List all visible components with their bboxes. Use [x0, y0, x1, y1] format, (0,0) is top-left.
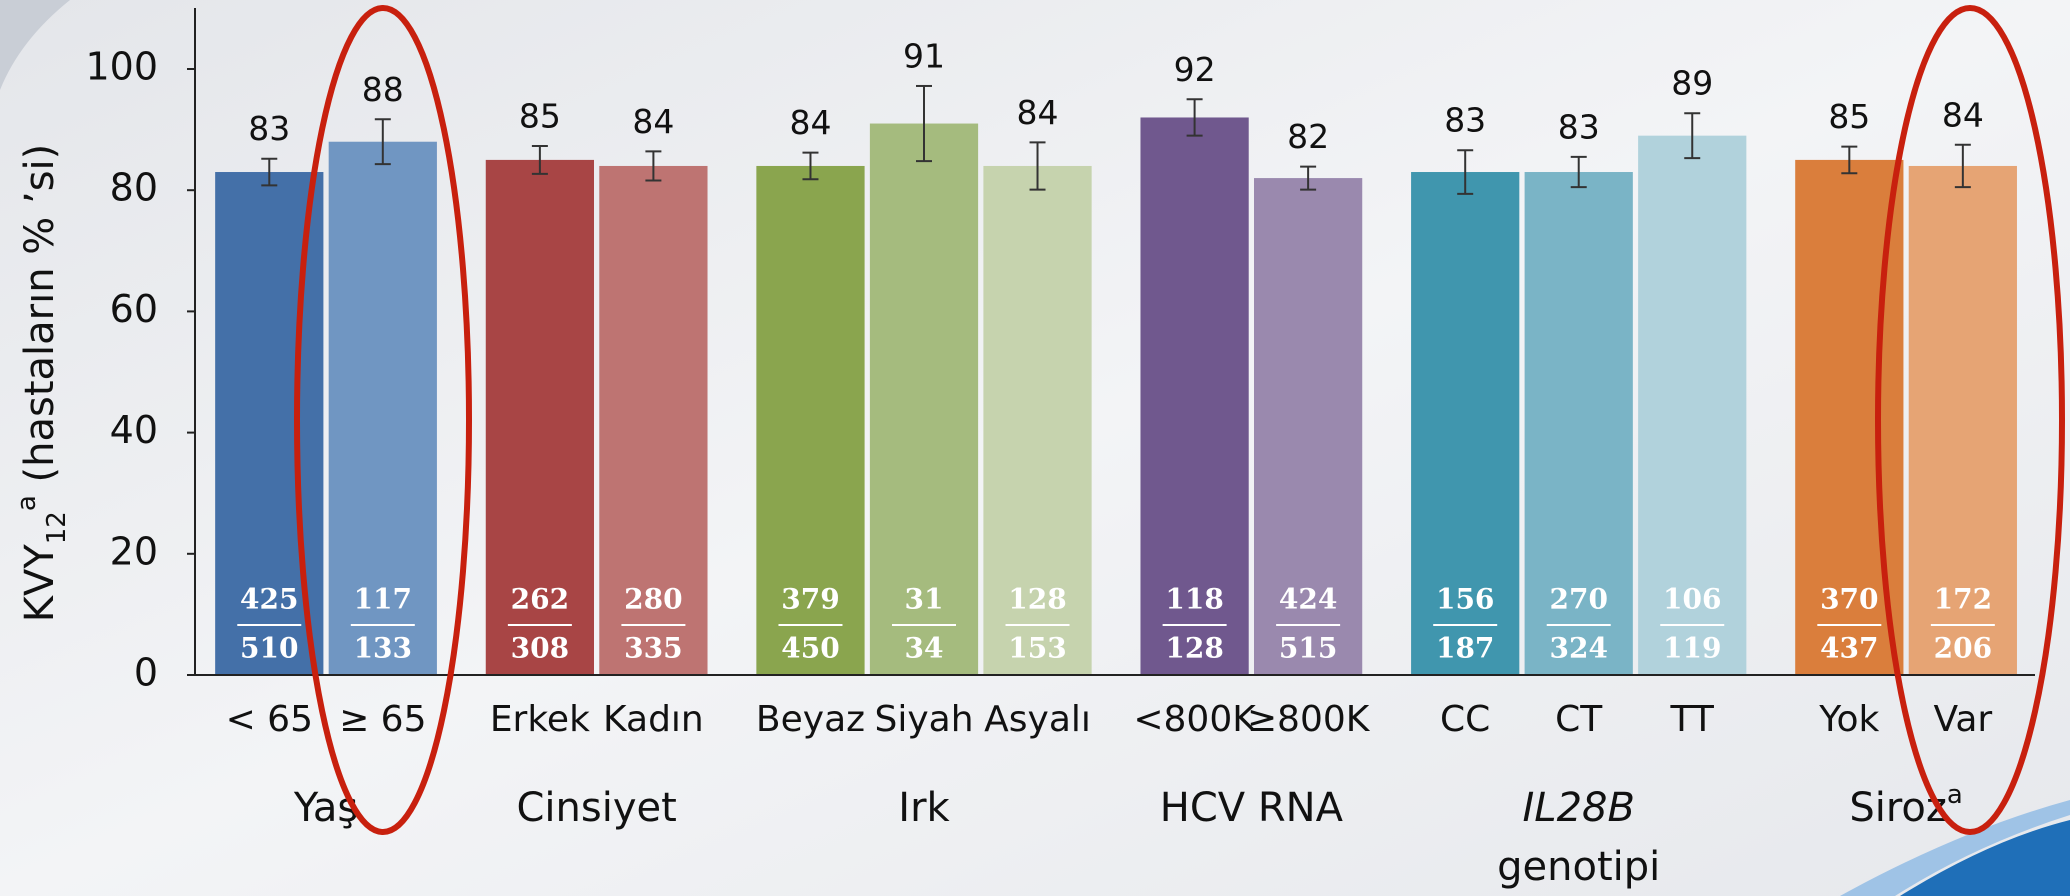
- y-axis-label: KVY12a (hastaların % ’si): [12, 144, 72, 623]
- denominator-label: 450: [781, 632, 839, 665]
- denominator-label: 153: [1008, 632, 1066, 665]
- corner-decoration: [0, 0, 70, 90]
- group-label: IL28B: [1523, 785, 1635, 831]
- corner-decoration: [1840, 800, 2070, 896]
- group-name: IL28B: [1523, 785, 1635, 831]
- highlight-ellipse: [1875, 5, 2065, 835]
- value-label: 91: [903, 36, 945, 75]
- x-tick-label: CC: [1440, 699, 1490, 740]
- value-label: 84: [1942, 95, 1984, 134]
- group-label: HCV RNA: [1160, 785, 1344, 831]
- bar: [1638, 135, 1747, 675]
- denominator-label: 133: [354, 632, 412, 665]
- x-tick-label: Beyaz: [756, 699, 865, 740]
- value-label: 89: [1671, 64, 1713, 103]
- denominator-label: 206: [1934, 632, 1992, 665]
- bar: [1411, 172, 1520, 675]
- value-label: 84: [789, 103, 831, 142]
- y-label-rest: (hastaların % ’si): [17, 144, 63, 495]
- bar: [1908, 165, 2017, 675]
- bar: [869, 123, 979, 676]
- bar: [328, 141, 437, 676]
- group-label: Irk: [898, 785, 950, 831]
- value-label: 82: [1287, 117, 1329, 156]
- group-label: Cinsiyet: [516, 785, 676, 831]
- y-tick-label: 20: [110, 529, 158, 573]
- x-tick-label: CT: [1555, 699, 1603, 740]
- denominator-label: 335: [624, 632, 682, 665]
- group-name: Irk: [898, 785, 950, 831]
- group-name: Cinsiyet: [516, 785, 676, 831]
- x-tick-label: ≥ 65: [339, 699, 426, 740]
- x-tick-label: <800K: [1133, 699, 1257, 740]
- x-tick-label: Kadın: [603, 699, 704, 740]
- x-tick-label: Var: [1933, 699, 1992, 740]
- bar: [599, 165, 708, 675]
- group-label: Siroza: [1849, 780, 1962, 832]
- bar: [1254, 178, 1363, 675]
- denominator-label: 119: [1663, 632, 1721, 665]
- denominator-label: 34: [905, 632, 944, 665]
- bar: [485, 159, 594, 675]
- numerator-label: 128: [1008, 583, 1066, 616]
- y-tick-label: 40: [110, 408, 158, 452]
- value-label: 84: [632, 102, 674, 141]
- bar: [756, 165, 865, 675]
- y-tick-label: 100: [85, 45, 158, 89]
- numerator-label: 280: [624, 583, 682, 616]
- value-label: 83: [1444, 101, 1486, 140]
- y-tick-label: 60: [110, 287, 158, 331]
- y-tick-label: 0: [134, 651, 158, 695]
- numerator-label: 118: [1165, 583, 1223, 616]
- numerator-label: 270: [1549, 583, 1607, 616]
- value-label: 83: [248, 109, 290, 148]
- value-label: 83: [1558, 107, 1600, 146]
- numerator-label: 425: [240, 583, 298, 616]
- denominator-label: 510: [240, 632, 298, 665]
- numerator-label: 370: [1820, 583, 1878, 616]
- numerator-label: 31: [905, 583, 944, 616]
- denominator-label: 128: [1165, 632, 1223, 665]
- denominator-label: 437: [1820, 632, 1878, 665]
- bar: [1140, 117, 1249, 676]
- numerator-label: 172: [1934, 583, 1992, 616]
- x-tick-label: Asyalı: [984, 699, 1091, 740]
- value-label: 84: [1017, 93, 1059, 132]
- group-sup: a: [1947, 780, 1963, 810]
- x-tick-label: Erkek: [490, 699, 590, 740]
- value-label: 85: [519, 96, 561, 135]
- x-tick-label: TT: [1670, 699, 1715, 740]
- y-label-main: KVY: [17, 544, 63, 623]
- numerator-label: 424: [1279, 583, 1337, 616]
- y-label-sub: 12: [42, 511, 72, 544]
- y-label-sup: a: [12, 495, 42, 511]
- group-name: HCV RNA: [1160, 785, 1344, 831]
- numerator-label: 106: [1663, 583, 1721, 616]
- y-tick-label: 80: [110, 166, 158, 210]
- numerator-label: 262: [511, 583, 569, 616]
- value-label: 88: [362, 70, 404, 109]
- x-tick-label: ≥800K: [1247, 699, 1371, 740]
- denominator-label: 515: [1279, 632, 1337, 665]
- denominator-label: 308: [511, 632, 569, 665]
- x-tick-label: < 65: [226, 699, 313, 740]
- bar: [1524, 172, 1633, 675]
- value-label: 85: [1828, 97, 1870, 136]
- denominator-label: 187: [1436, 632, 1494, 665]
- highlight-ellipse: [294, 5, 472, 835]
- bar: [983, 165, 1092, 675]
- x-tick-label: Yok: [1818, 699, 1879, 740]
- denominator-label: 324: [1549, 632, 1607, 665]
- value-label: 92: [1174, 50, 1216, 89]
- corner-decoration: [1900, 820, 2070, 896]
- numerator-label: 379: [781, 583, 839, 616]
- x-tick-label: Siyah: [874, 699, 973, 740]
- group-label-line2: genotipi: [1497, 844, 1660, 890]
- numerator-label: 156: [1436, 583, 1494, 616]
- numerator-label: 117: [354, 583, 412, 616]
